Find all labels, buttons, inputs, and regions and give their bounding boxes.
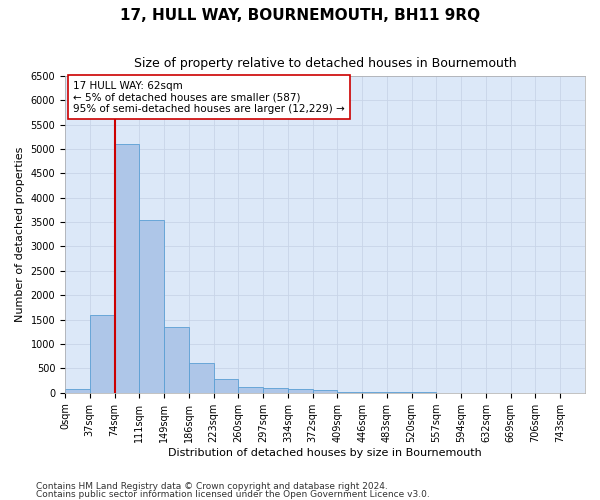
Bar [288,389,313,392]
Bar [115,144,139,392]
Text: Contains HM Land Registry data © Crown copyright and database right 2024.: Contains HM Land Registry data © Crown c… [36,482,388,491]
Bar [313,390,337,392]
Text: Contains public sector information licensed under the Open Government Licence v3: Contains public sector information licen… [36,490,430,499]
Y-axis label: Number of detached properties: Number of detached properties [15,146,25,322]
Bar [214,380,238,392]
X-axis label: Distribution of detached houses by size in Bournemouth: Distribution of detached houses by size … [168,448,482,458]
Title: Size of property relative to detached houses in Bournemouth: Size of property relative to detached ho… [134,58,517,70]
Bar [139,220,164,392]
Bar [65,389,90,392]
Text: 17, HULL WAY, BOURNEMOUTH, BH11 9RQ: 17, HULL WAY, BOURNEMOUTH, BH11 9RQ [120,8,480,22]
Bar [238,386,263,392]
Bar [189,364,214,392]
Bar [90,314,115,392]
Bar [263,388,288,392]
Text: 17 HULL WAY: 62sqm
← 5% of detached houses are smaller (587)
95% of semi-detache: 17 HULL WAY: 62sqm ← 5% of detached hous… [73,80,344,114]
Bar [164,327,189,392]
